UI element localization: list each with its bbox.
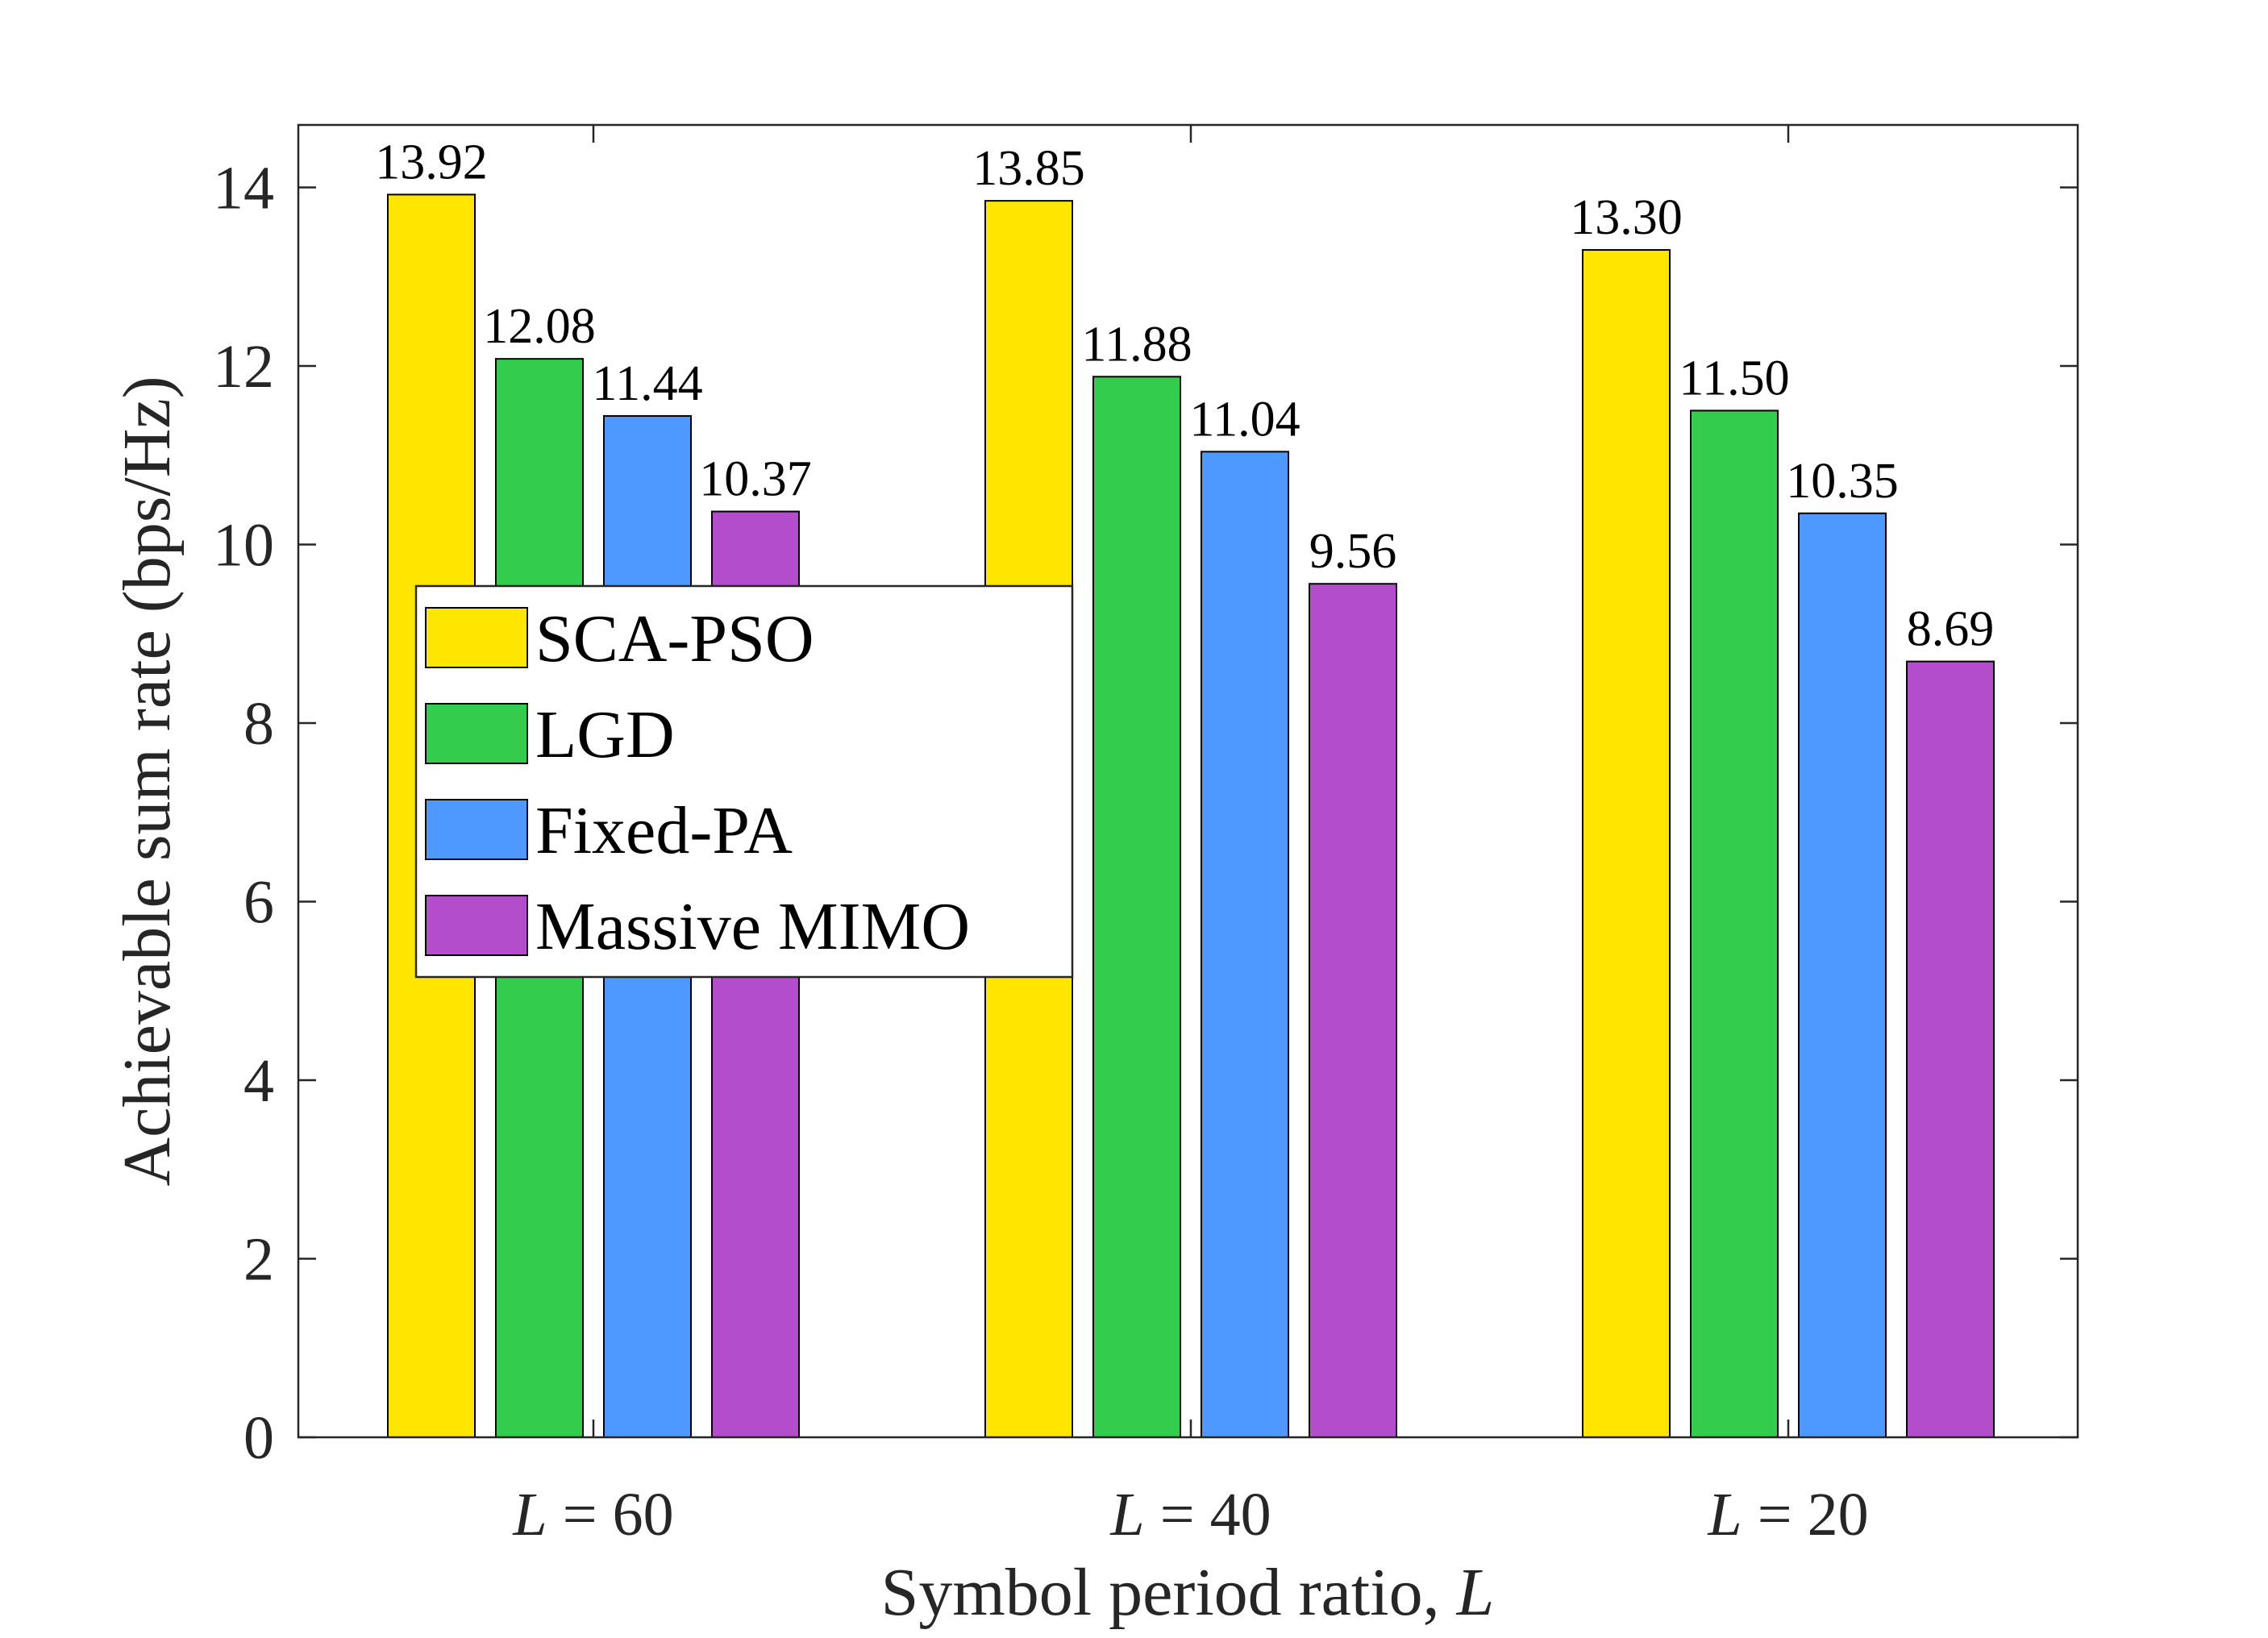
y-tick-label-2: 2 bbox=[243, 1226, 274, 1294]
data-label-fixed-pa-1: 11.44 bbox=[592, 356, 702, 411]
y-tick-label-12: 12 bbox=[213, 333, 274, 401]
x-tick-label-value: = 20 bbox=[1742, 1481, 1869, 1549]
bar-lgd-3 bbox=[1690, 410, 1779, 1439]
legend-label-massive-mimo: Massive MIMO bbox=[535, 889, 970, 964]
data-label-fixed-pa-2: 11.04 bbox=[1189, 392, 1300, 447]
x-axis-title: Symbol period ratio, L bbox=[881, 1555, 1495, 1630]
x-tick-label-2: L = 40 bbox=[1109, 1481, 1271, 1549]
data-label-massive-mimo-2: 9.56 bbox=[1309, 524, 1397, 579]
legend-swatch-sca-pso bbox=[425, 607, 528, 668]
legend-label-sca-pso: SCA-PSO bbox=[535, 601, 814, 676]
bar-fixed-pa-2 bbox=[1201, 451, 1289, 1438]
y-tick-label-14: 14 bbox=[213, 155, 274, 222]
x-tick-label-1: L = 60 bbox=[512, 1481, 673, 1549]
data-label-massive-mimo-1: 10.37 bbox=[699, 452, 812, 507]
y-tick-label-8: 8 bbox=[243, 690, 274, 758]
data-label-lgd-3: 11.50 bbox=[1679, 351, 1789, 405]
legend-swatch-lgd bbox=[425, 703, 528, 764]
bar-massive-mimo-3 bbox=[1906, 660, 1995, 1438]
data-label-lgd-2: 11.88 bbox=[1081, 317, 1192, 372]
bar-massive-mimo-2 bbox=[1309, 583, 1397, 1439]
y-tick-label-0: 0 bbox=[243, 1404, 274, 1472]
data-label-sca-pso-3: 13.30 bbox=[1570, 190, 1683, 245]
bar-lgd-2 bbox=[1092, 376, 1181, 1439]
data-label-sca-pso-1: 13.92 bbox=[375, 135, 488, 189]
x-tick-label-value: = 60 bbox=[547, 1481, 674, 1549]
y-tick-label-10: 10 bbox=[213, 512, 274, 580]
x-tick-label-3: L = 20 bbox=[1707, 1481, 1868, 1549]
bar-fixed-pa-3 bbox=[1798, 512, 1887, 1438]
data-labels-layer: 13.92 13.85 13.30 12.08 11.88 11.50 11.44 11.04… bbox=[375, 135, 1994, 656]
y-axis-title: Achievable sum rate (bps/Hz) bbox=[110, 376, 185, 1186]
y-tick-label-4: 4 bbox=[243, 1047, 274, 1115]
x-tick-labels: L = 60 L = 40 L = 20 bbox=[512, 1481, 1868, 1549]
bar-sca-pso-3 bbox=[1582, 249, 1671, 1438]
legend-swatch-massive-mimo bbox=[425, 895, 528, 956]
x-axis-title-text: Symbol period ratio, bbox=[881, 1555, 1457, 1630]
legend-swatch-fixed-pa bbox=[425, 799, 528, 860]
data-label-fixed-pa-3: 10.35 bbox=[1786, 454, 1899, 509]
legend: SCA-PSO LGD Fixed-PA Massive MIMO bbox=[414, 584, 1074, 979]
x-tick-label-var: L bbox=[1707, 1481, 1742, 1549]
plot-frame bbox=[297, 123, 2079, 1439]
legend-label-fixed-pa: Fixed-PA bbox=[535, 793, 793, 868]
x-tick-label-var: L bbox=[512, 1481, 547, 1549]
y-tick-label-6: 6 bbox=[243, 869, 274, 937]
data-label-massive-mimo-3: 8.69 bbox=[1907, 602, 1995, 657]
data-label-lgd-1: 12.08 bbox=[483, 299, 596, 354]
x-axis-title-var: L bbox=[1456, 1555, 1495, 1630]
legend-label-lgd: LGD bbox=[535, 697, 675, 772]
data-label-sca-pso-2: 13.85 bbox=[972, 141, 1085, 196]
y-tick-labels: 0 2 4 6 8 10 12 14 bbox=[213, 155, 274, 1472]
x-tick-label-var: L bbox=[1109, 1481, 1144, 1549]
x-tick-label-value: = 40 bbox=[1145, 1481, 1271, 1549]
